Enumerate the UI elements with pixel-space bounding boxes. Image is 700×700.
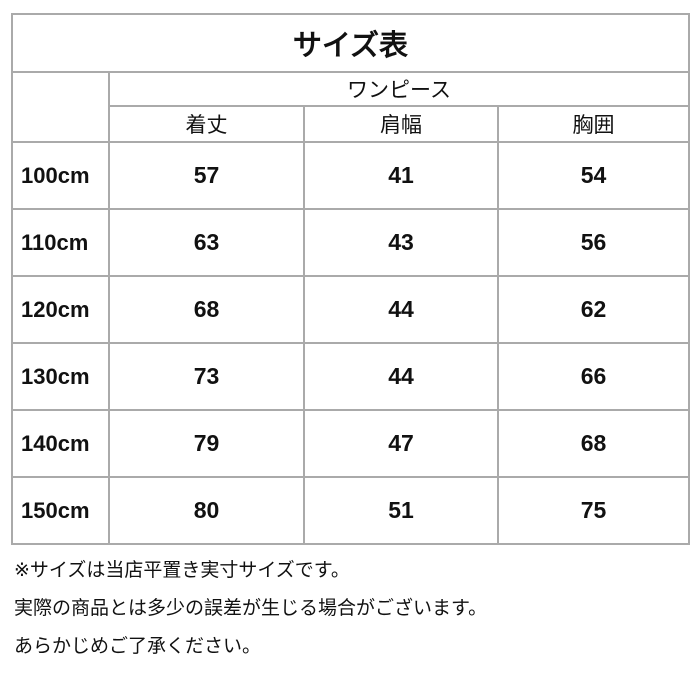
measurement-cell: 47 xyxy=(303,409,499,478)
measurement-cell: 56 xyxy=(497,208,690,277)
column-header: 胸囲 xyxy=(497,105,690,143)
measurement-cell: 66 xyxy=(497,342,690,411)
size-label: 120cm xyxy=(11,275,110,344)
measurement-cell: 44 xyxy=(303,275,499,344)
corner-cell xyxy=(11,71,110,143)
measurement-cell: 68 xyxy=(108,275,305,344)
measurement-cell: 57 xyxy=(108,141,305,210)
table-row: 120cm 68 44 62 xyxy=(11,275,690,344)
measurement-cell: 63 xyxy=(108,208,305,277)
column-header: 肩幅 xyxy=(303,105,499,143)
note-line: あらかじめご了承ください。 xyxy=(14,636,262,657)
measurement-cell: 43 xyxy=(303,208,499,277)
note-line: 実際の商品とは多少の誤差が生じる場合がございます。 xyxy=(14,598,488,619)
size-table: サイズ表 ワンピース 着丈 肩幅 胸囲 100cm 57 41 54 110cm 63 43… xyxy=(11,13,690,545)
measurement-cell: 79 xyxy=(108,409,305,478)
measurement-cell: 44 xyxy=(303,342,499,411)
measurement-cell: 68 xyxy=(497,409,690,478)
measurement-cell: 62 xyxy=(497,275,690,344)
measurement-cell: 80 xyxy=(108,476,305,545)
table-row: 110cm 63 43 56 xyxy=(11,208,690,277)
column-header: 着丈 xyxy=(108,105,305,143)
measurement-cell: 41 xyxy=(303,141,499,210)
group-header: ワンピース xyxy=(108,71,690,107)
measurement-cell: 75 xyxy=(497,476,690,545)
size-label: 140cm xyxy=(11,409,110,478)
notes: ※サイズは当店平置き実寸サイズです。 実際の商品とは多少の誤差が生じる場合がござ… xyxy=(14,552,487,666)
size-label: 130cm xyxy=(11,342,110,411)
table-row: 150cm 80 51 75 xyxy=(11,476,690,545)
measurement-cell: 73 xyxy=(108,342,305,411)
table-title: サイズ表 xyxy=(11,13,690,73)
table-row: 140cm 79 47 68 xyxy=(11,409,690,478)
size-label: 110cm xyxy=(11,208,110,277)
size-label: 150cm xyxy=(11,476,110,545)
measurement-cell: 54 xyxy=(497,141,690,210)
size-label: 100cm xyxy=(11,141,110,210)
table-row: 130cm 73 44 66 xyxy=(11,342,690,411)
table-row: 100cm 57 41 54 xyxy=(11,141,690,210)
note-line: ※サイズは当店平置き実寸サイズです。 xyxy=(14,560,350,581)
measurement-cell: 51 xyxy=(303,476,499,545)
